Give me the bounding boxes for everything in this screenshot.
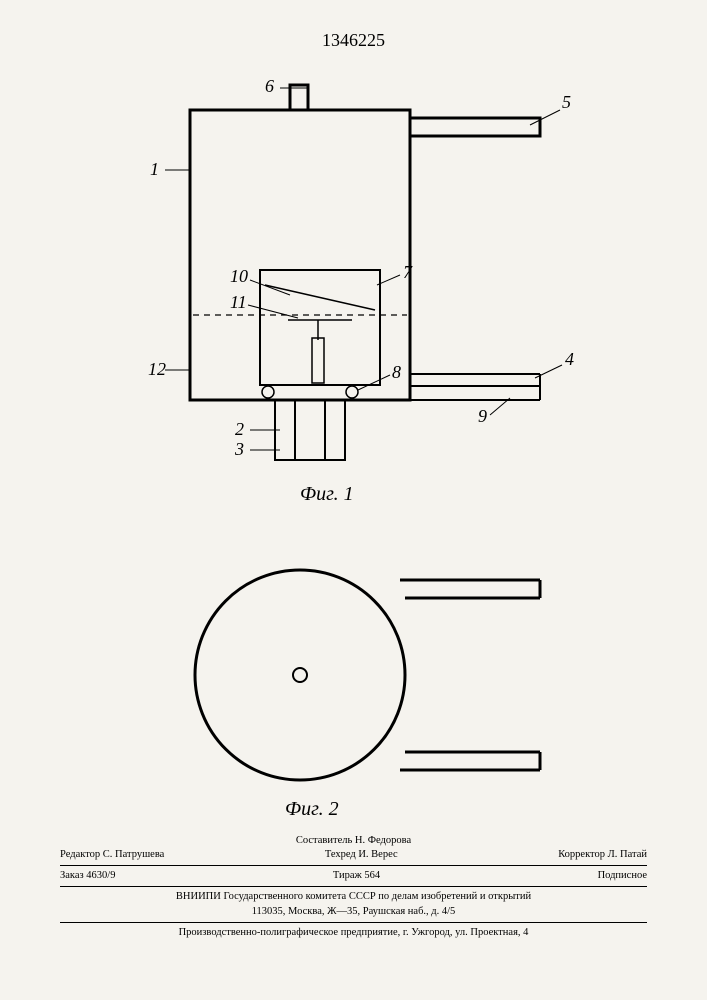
tirazh-label: Тираж <box>333 870 362 881</box>
editor-label: Редактор <box>60 849 100 860</box>
ref-1: 1 <box>150 159 159 179</box>
tirazh-num: 564 <box>364 870 380 881</box>
ref-5: 5 <box>562 92 571 112</box>
order-label: Заказ <box>60 870 84 881</box>
tech-name: И. Верес <box>358 849 397 860</box>
ref-7: 7 <box>403 262 413 282</box>
fig1-label: Фиг. 1 <box>300 483 354 505</box>
ref-12: 12 <box>148 359 166 379</box>
order-num: 4630/9 <box>86 870 115 881</box>
ref-8: 8 <box>392 362 401 382</box>
figure-1: 1 12 6 5 7 8 4 9 2 3 10 11 Фиг. 1 <box>130 70 590 510</box>
compiler-label: Составитель <box>296 835 352 846</box>
podpisnoe: Подписное <box>598 869 647 883</box>
tech-label: Техред <box>325 849 356 860</box>
ref-2: 2 <box>235 419 244 439</box>
press-line: Производственно-полиграфическое предприя… <box>60 926 647 940</box>
ref-6: 6 <box>265 76 274 96</box>
ref-9: 9 <box>478 406 487 426</box>
figure-2: Фиг. 2 <box>150 560 570 820</box>
compiler-name: Н. Федорова <box>355 835 411 846</box>
corrector-label: Корректор <box>558 849 605 860</box>
ref-4: 4 <box>565 349 574 369</box>
page: 1346225 <box>0 0 707 1000</box>
corrector-name: Л. Патай <box>608 849 647 860</box>
editor-name: С. Патрушева <box>103 849 165 860</box>
org-line1: ВНИИПИ Государственного комитета СССР по… <box>60 890 647 904</box>
ref-3: 3 <box>234 439 244 459</box>
fig2-label: Фиг. 2 <box>285 798 339 820</box>
ref-10: 10 <box>230 266 248 286</box>
ref-11: 11 <box>230 292 247 312</box>
document-number: 1346225 <box>0 30 707 51</box>
org-line2: 113035, Москва, Ж—35, Раушская наб., д. … <box>60 905 647 919</box>
colophon: Составитель Н. Федорова Редактор С. Патр… <box>60 834 647 940</box>
